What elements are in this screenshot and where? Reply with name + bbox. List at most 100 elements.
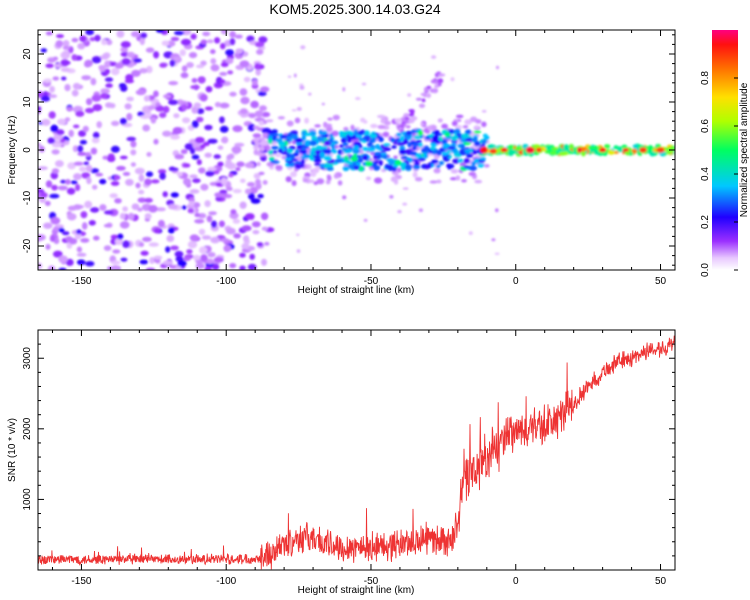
noise-cell	[153, 51, 160, 59]
scatter-cell	[402, 187, 409, 190]
noise-cell	[66, 106, 74, 112]
trace-cell	[356, 130, 365, 136]
noise-cell	[192, 178, 201, 184]
noise-cell	[76, 229, 82, 235]
noise-cell	[228, 173, 234, 178]
snr-panel: -150 -100 -50 0 50 1000 2000 3000 Height of st…	[7, 329, 676, 596]
noise-cell	[232, 188, 242, 194]
x-tick-label: -100	[216, 576, 236, 587]
halo-cell	[455, 175, 461, 181]
trace-cell	[313, 158, 322, 163]
noise-cell	[135, 89, 146, 96]
signal-cell	[489, 148, 498, 154]
noise-cell	[45, 31, 53, 36]
noise-cell	[213, 154, 221, 159]
trace-cell	[464, 148, 472, 153]
noise-cell	[146, 65, 153, 74]
noise-cell	[200, 183, 209, 191]
noise-cell	[161, 40, 170, 46]
trace-cell	[450, 135, 459, 141]
signal-cell	[589, 149, 595, 153]
trace-cell	[477, 163, 485, 168]
halo-cell	[256, 161, 261, 167]
signal-cell	[482, 133, 488, 138]
noise-cell	[208, 211, 217, 216]
noise-cell	[250, 198, 261, 204]
noise-cell	[257, 193, 264, 199]
trace-cell	[358, 137, 363, 142]
trace-cell	[352, 145, 360, 151]
trace-cell	[314, 149, 321, 155]
noise-cell	[198, 167, 206, 174]
noise-cell	[130, 149, 137, 156]
snr-y-label: SNR (10 * v/v)	[7, 418, 18, 482]
trace-cell	[388, 159, 395, 166]
halo-cell	[337, 180, 343, 186]
noise-cell	[134, 167, 145, 175]
noise-cell	[220, 42, 226, 50]
halo-cell	[429, 180, 438, 184]
y-tick-label: 20	[22, 48, 33, 60]
signal-cell	[631, 148, 638, 154]
scatter-cell	[495, 208, 499, 213]
noise-cell	[120, 47, 129, 53]
trace-cell	[460, 144, 466, 149]
y-tick-label: -10	[22, 190, 33, 205]
trace-cell	[435, 140, 441, 144]
halo-cell	[333, 173, 339, 179]
branch-cell	[421, 98, 426, 103]
halo-cell	[414, 177, 423, 182]
noise-cell	[247, 263, 257, 270]
scatter-cell	[431, 55, 437, 59]
halo-cell	[436, 179, 442, 184]
noise-cell	[214, 83, 224, 88]
trace-cell	[412, 158, 419, 162]
noise-cell	[206, 215, 213, 223]
noise-cell	[225, 186, 233, 191]
noise-cell	[110, 260, 121, 265]
colorbar-ticks: 0.0 0.2 0.4 0.6 0.8	[700, 71, 738, 277]
noise-cell	[239, 265, 246, 270]
noise-cell	[180, 72, 189, 79]
noise-cell	[120, 257, 128, 262]
scatter-cell	[389, 195, 394, 199]
noise-cell	[163, 94, 172, 99]
noise-cell	[82, 125, 89, 133]
noise-cell	[223, 244, 232, 253]
halo-cell	[285, 176, 292, 183]
noise-cell	[188, 52, 198, 59]
noise-cell	[186, 62, 194, 68]
noise-cell	[65, 258, 74, 266]
noise-cell	[66, 187, 76, 195]
noise-cell	[104, 77, 114, 82]
x-tick-label: 50	[655, 276, 667, 287]
noise-cell	[254, 110, 264, 118]
noise-cell	[247, 123, 256, 132]
signal-cell	[562, 144, 570, 150]
noise-cell	[113, 175, 121, 181]
noise-cell	[106, 39, 113, 46]
noise-cell	[204, 124, 213, 131]
noise-cell	[38, 106, 42, 112]
noise-cell	[52, 142, 62, 148]
noise-cell	[76, 252, 87, 257]
trace-cell	[396, 132, 402, 137]
noise-cell	[50, 217, 61, 225]
noise-cell	[145, 267, 156, 270]
noise-cell	[72, 145, 79, 153]
signal-cell	[617, 148, 624, 153]
figure-title: KOM5.2025.300.14.03.G24	[269, 1, 440, 17]
noise-cell	[130, 162, 136, 167]
trace-cell	[341, 137, 347, 144]
noise-cell	[180, 38, 192, 46]
noise-cell	[165, 246, 171, 253]
halo-cell	[384, 120, 391, 126]
trace-cell	[479, 156, 486, 161]
trace-cell	[399, 135, 405, 142]
noise-cell	[140, 250, 149, 256]
trace-cell	[338, 131, 345, 136]
noise-cell	[65, 236, 73, 243]
x-tick-label: -150	[71, 276, 91, 287]
halo-cell	[461, 179, 467, 183]
noise-cell	[256, 49, 264, 55]
